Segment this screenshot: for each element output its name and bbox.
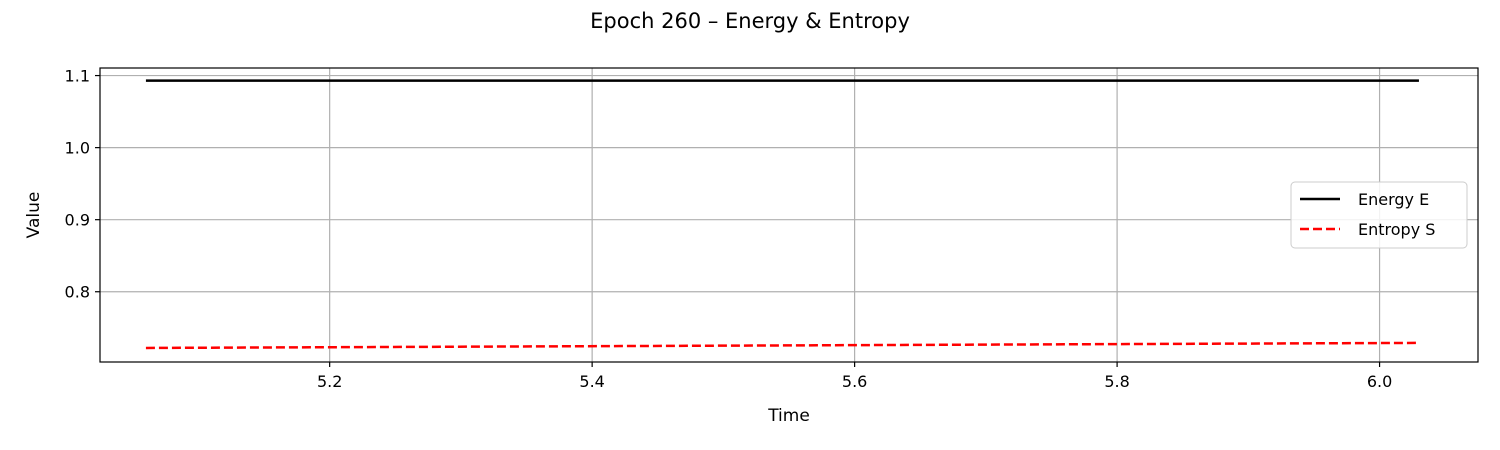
plot-area [99,67,1479,363]
grid [100,68,1478,362]
x-axis-label: Time [767,406,810,426]
legend-label: Entropy S [1358,220,1435,239]
y-tick-label: 1.1 [65,67,90,86]
y-tick-label: 0.9 [65,211,90,230]
x-tick-label: 5.6 [842,372,867,391]
series-line-2 [145,341,1419,350]
x-tick-label: 5.4 [579,372,604,391]
chart-title: Epoch 260 – Energy & Entropy [590,9,910,33]
legend: Energy E Entropy S [1290,181,1468,249]
series-lines [145,79,1419,350]
x-tick-label: 6.0 [1367,372,1392,391]
x-axis: 5.2 5.4 5.6 5.8 6.0 [317,362,1392,391]
y-axis-label: Value [24,192,44,239]
y-axis: 0.8 0.9 1.0 1.1 [65,67,100,302]
legend-label: Energy E [1358,190,1429,209]
x-tick-label: 5.2 [317,372,342,391]
x-tick-label: 5.8 [1104,372,1129,391]
y-tick-label: 0.8 [65,283,90,302]
y-tick-label: 1.0 [65,139,90,158]
